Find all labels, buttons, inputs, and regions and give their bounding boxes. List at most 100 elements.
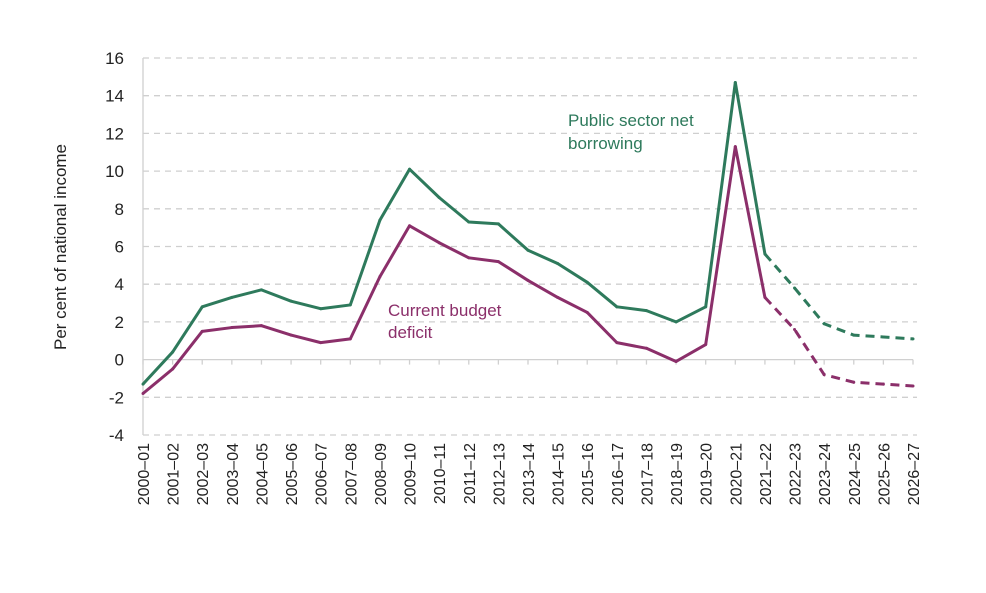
data-point <box>704 305 708 309</box>
data-point <box>259 324 263 328</box>
data-point <box>171 367 175 371</box>
y-tick-label: -4 <box>109 426 124 445</box>
y-tick-label: 16 <box>105 49 124 68</box>
data-point <box>793 327 797 331</box>
x-tick-label: 2024–25 <box>847 443 864 505</box>
series-label-psnb-line1: Public sector net <box>568 111 694 130</box>
x-tick-label: 2006–07 <box>314 443 331 505</box>
x-tick-label: 2020–21 <box>728 443 745 505</box>
series-line-0-outturn <box>141 81 767 386</box>
x-tick-label: 2012–13 <box>491 443 508 505</box>
x-tick-label: 2011–12 <box>462 443 479 504</box>
y-tick-label: 12 <box>105 124 124 143</box>
data-point <box>408 167 412 171</box>
data-point <box>289 299 293 303</box>
data-point <box>259 288 263 292</box>
data-point <box>644 309 648 313</box>
data-point <box>496 222 500 226</box>
data-point <box>467 256 471 260</box>
x-tick-label: 2015–16 <box>580 443 597 505</box>
y-tick-label: 10 <box>105 162 124 181</box>
x-tick-label: 2002–03 <box>195 443 212 505</box>
data-point <box>319 307 323 311</box>
y-axis-ticks: -4 -2 0 2 4 6 8 10 12 14 16 <box>105 49 124 445</box>
series-line-0-forecast <box>763 253 914 341</box>
data-point <box>911 337 915 341</box>
y-tick-label: 2 <box>115 313 124 332</box>
series-label-psnb-line2: borrowing <box>568 134 643 153</box>
x-tick-label: 2008–09 <box>373 443 390 505</box>
data-point <box>171 350 175 354</box>
series-label-psnb: Public sector net borrowing <box>568 111 698 153</box>
data-point <box>881 382 885 386</box>
x-tick-label: 2000–01 <box>136 443 153 505</box>
y-tick-label: 6 <box>115 238 124 257</box>
data-point <box>319 341 323 345</box>
data-point <box>674 320 678 324</box>
data-point <box>200 329 204 333</box>
x-tick-label: 2019–20 <box>699 443 716 505</box>
x-tick-label: 2004–05 <box>254 443 271 505</box>
x-tick-label: 2018–19 <box>669 443 686 505</box>
data-point <box>200 305 204 309</box>
data-point <box>378 218 382 222</box>
data-point <box>793 286 797 290</box>
data-point <box>437 195 441 199</box>
data-point <box>526 248 530 252</box>
x-tick-label: 2021–22 <box>758 443 775 505</box>
data-point <box>289 333 293 337</box>
data-point <box>881 335 885 339</box>
data-point <box>348 337 352 341</box>
x-axis: 2000–01 2001–02 2002–03 2003–04 2004–05 2005–… <box>136 58 923 505</box>
data-point <box>822 322 826 326</box>
series-label-cbd-line2: deficit <box>388 323 433 342</box>
gridlines <box>143 57 917 436</box>
y-tick-label: 14 <box>105 87 124 106</box>
y-tick-label: -2 <box>109 388 124 407</box>
data-point <box>615 305 619 309</box>
series-label-cbd: Current budget deficit <box>388 301 506 342</box>
x-tick-label: 2022–23 <box>788 443 805 505</box>
series-label-cbd-line1: Current budget <box>388 301 502 320</box>
data-point <box>230 295 234 299</box>
y-axis-title: Per cent of national income <box>51 144 70 350</box>
x-tick-label: 2016–17 <box>610 443 627 505</box>
x-tick-label: 2009–10 <box>403 443 420 505</box>
data-point <box>704 343 708 347</box>
data-point <box>822 373 826 377</box>
data-point <box>763 295 767 299</box>
data-point <box>378 275 382 279</box>
x-tick-label: 2003–04 <box>225 443 242 505</box>
data-point <box>141 382 145 386</box>
series-line-1-forecast <box>763 296 914 388</box>
data-point <box>674 359 678 363</box>
data-point <box>911 384 915 388</box>
series-lines <box>141 81 915 396</box>
x-tick-label: 2014–15 <box>551 443 568 505</box>
y-tick-label: 0 <box>115 351 124 370</box>
data-point <box>615 341 619 345</box>
data-point <box>467 220 471 224</box>
x-tick-label: 2017–18 <box>639 443 656 505</box>
data-point <box>348 303 352 307</box>
series-line-1-outturn <box>142 145 767 395</box>
x-tick-label: 2013–14 <box>521 443 538 505</box>
data-point <box>141 392 145 396</box>
data-point <box>585 280 589 284</box>
data-point <box>852 380 856 384</box>
data-point <box>230 326 234 330</box>
data-point <box>733 81 737 85</box>
data-point <box>496 260 500 264</box>
x-tick-label: 2001–02 <box>166 443 183 505</box>
data-point <box>733 145 737 149</box>
x-tick-label: 2010–11 <box>432 443 449 504</box>
data-point <box>585 310 589 314</box>
x-tick-label: 2023–24 <box>817 443 834 505</box>
y-tick-label: 8 <box>115 200 124 219</box>
y-tick-label: 4 <box>115 275 124 294</box>
x-tick-label: 2007–08 <box>343 443 360 505</box>
data-point <box>644 346 648 350</box>
data-point <box>526 278 530 282</box>
data-point <box>763 252 767 256</box>
